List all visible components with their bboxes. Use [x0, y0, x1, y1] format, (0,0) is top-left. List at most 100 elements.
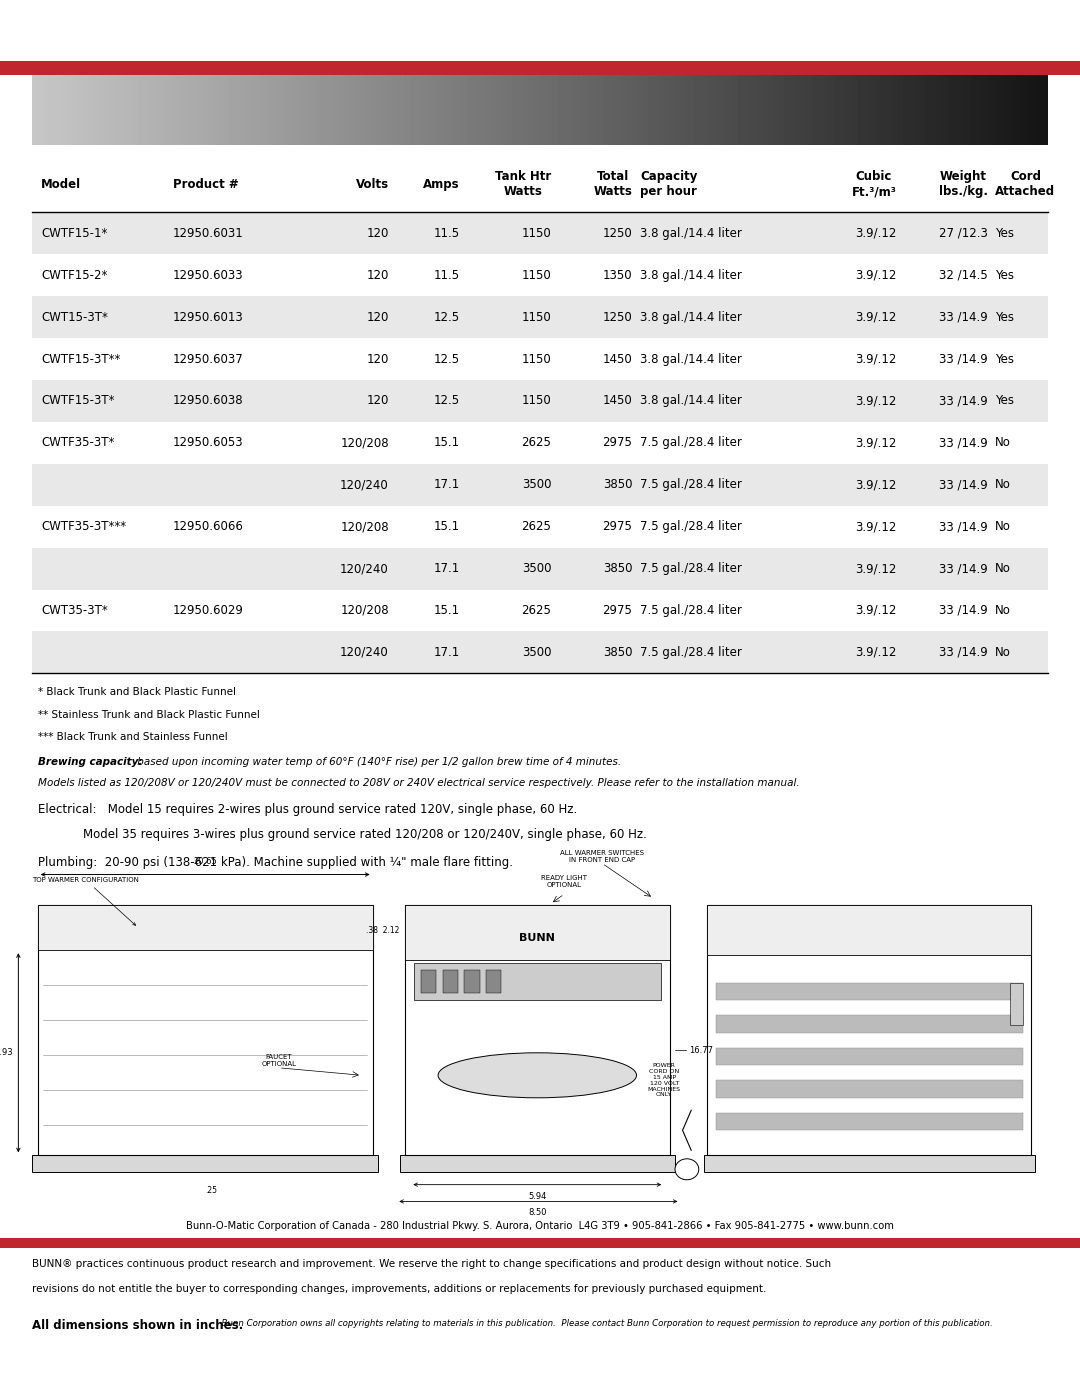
Text: 120/240: 120/240: [340, 645, 389, 659]
Text: 120: 120: [366, 268, 389, 282]
Text: 33 /14.9: 33 /14.9: [939, 645, 988, 659]
Text: Electrical:   Model 15 requires 2-wires plus ground service rated 120V, single p: Electrical: Model 15 requires 2-wires pl…: [38, 803, 577, 816]
Bar: [32, 464, 1048, 506]
Bar: [38, 905, 373, 1155]
Text: Weight
lbs./kg.: Weight lbs./kg.: [939, 170, 988, 198]
Text: CWTF35-3T***: CWTF35-3T***: [41, 520, 126, 534]
Text: Bunn Corporation owns all copyrights relating to materials in this publication. : Bunn Corporation owns all copyrights rel…: [216, 1319, 993, 1327]
Text: 12.5: 12.5: [434, 394, 460, 408]
Text: 120: 120: [366, 226, 389, 240]
Text: ♥: ♥: [1017, 103, 1032, 120]
Text: 2975: 2975: [603, 604, 633, 617]
Text: 120: 120: [366, 394, 389, 408]
Text: Brewing capacity:: Brewing capacity:: [38, 757, 143, 767]
Text: All dimensions shown in inches.: All dimensions shown in inches.: [32, 1319, 244, 1331]
Text: 1150: 1150: [522, 394, 551, 408]
Text: 3850: 3850: [603, 562, 633, 576]
Text: 3.8 gal./14.4 liter: 3.8 gal./14.4 liter: [640, 310, 742, 324]
Text: 3.9/.12: 3.9/.12: [855, 352, 896, 366]
Text: 17.1: 17.1: [433, 645, 460, 659]
Text: 1250: 1250: [603, 310, 633, 324]
Text: Dimensions & Specifications: Dimensions & Specifications: [45, 99, 468, 124]
Text: 12950.6066: 12950.6066: [173, 520, 244, 534]
Text: Tank Htr
Watts: Tank Htr Watts: [495, 170, 551, 198]
Text: 120/208: 120/208: [340, 436, 389, 450]
Text: BUNN: BUNN: [519, 933, 555, 943]
Text: Yes: Yes: [996, 310, 1014, 324]
Text: Yes: Yes: [996, 268, 1014, 282]
Text: Yes: Yes: [996, 226, 1014, 240]
Text: ON
OFF: ON OFF: [1012, 999, 1021, 1010]
Text: 7.5 gal./28.4 liter: 7.5 gal./28.4 liter: [640, 562, 742, 576]
Text: 3.9/.12: 3.9/.12: [855, 520, 896, 534]
Text: 3.8 gal./14.4 liter: 3.8 gal./14.4 liter: [640, 352, 742, 366]
Text: ** Stainless Trunk and Black Plastic Funnel: ** Stainless Trunk and Black Plastic Fun…: [38, 710, 259, 719]
Text: 3500: 3500: [522, 478, 551, 492]
Text: 3.9/.12: 3.9/.12: [855, 645, 896, 659]
Text: 3.9/.12: 3.9/.12: [855, 478, 896, 492]
Text: 3500: 3500: [522, 562, 551, 576]
Text: .25: .25: [205, 1186, 217, 1194]
Text: 12950.6037: 12950.6037: [173, 352, 244, 366]
Text: No: No: [996, 478, 1011, 492]
Text: 11.5: 11.5: [434, 226, 460, 240]
Text: 3850: 3850: [603, 478, 633, 492]
Text: 120/208: 120/208: [340, 520, 389, 534]
Bar: [707, 905, 1031, 956]
Text: No: No: [996, 645, 1011, 659]
Text: 120/208: 120/208: [340, 604, 389, 617]
Text: CWTF15-3T*: CWTF15-3T*: [41, 394, 114, 408]
Text: revisions do not entitle the buyer to corresponding changes, improvements, addit: revisions do not entitle the buyer to co…: [32, 1284, 767, 1294]
Text: 16.77: 16.77: [689, 1046, 713, 1055]
Text: 12.5: 12.5: [434, 310, 460, 324]
Text: Model 35 requires 3-wires plus ground service rated 120/208 or 120/240V, single : Model 35 requires 3-wires plus ground se…: [38, 828, 647, 841]
Text: 32 /14.5: 32 /14.5: [939, 268, 988, 282]
Text: 15.1: 15.1: [434, 520, 460, 534]
Text: 12950.6033: 12950.6033: [173, 268, 244, 282]
Text: Models listed as 120/208V or 120/240V must be connected to 208V or 240V electric: Models listed as 120/208V or 120/240V mu…: [38, 778, 799, 788]
Bar: [716, 1113, 1023, 1130]
Text: 3.9/.12: 3.9/.12: [855, 268, 896, 282]
Text: 3.9/.12: 3.9/.12: [855, 604, 896, 617]
Text: 33 /14.9: 33 /14.9: [939, 562, 988, 576]
Text: 8.50: 8.50: [528, 1208, 546, 1217]
Text: CWTF15-2*: CWTF15-2*: [41, 268, 107, 282]
Text: 3.9/.12: 3.9/.12: [855, 226, 896, 240]
Text: 7.5 gal./28.4 liter: 7.5 gal./28.4 liter: [640, 520, 742, 534]
Text: 1250: 1250: [603, 226, 633, 240]
Text: 33 /14.9: 33 /14.9: [939, 352, 988, 366]
Text: 15.1: 15.1: [434, 604, 460, 617]
Text: 1450: 1450: [603, 394, 633, 408]
Text: CANADA: CANADA: [948, 102, 1047, 122]
Bar: [704, 1155, 1035, 1172]
Text: 33 /14.9: 33 /14.9: [939, 394, 988, 408]
Bar: [486, 971, 501, 993]
Text: 33 /14.9: 33 /14.9: [939, 436, 988, 450]
Text: 12950.6013: 12950.6013: [173, 310, 244, 324]
Bar: [1010, 983, 1023, 1025]
Text: ALL WARMER SWITCHES
IN FRONT END CAP: ALL WARMER SWITCHES IN FRONT END CAP: [561, 851, 644, 863]
Text: 2975: 2975: [603, 520, 633, 534]
Text: Amps: Amps: [423, 177, 460, 191]
Text: * Black Trunk and Black Plastic Funnel: * Black Trunk and Black Plastic Funnel: [38, 687, 235, 697]
Text: based upon incoming water temp of 60°F (140°F rise) per 1/2 gallon brew time of : based upon incoming water temp of 60°F (…: [134, 757, 621, 767]
Text: 17.1: 17.1: [433, 478, 460, 492]
Text: CWT35-3T*: CWT35-3T*: [41, 604, 108, 617]
Bar: [707, 905, 1031, 1155]
Text: Total
Watts: Total Watts: [594, 170, 633, 198]
Text: 1150: 1150: [522, 268, 551, 282]
Text: CWTF15-1*: CWTF15-1*: [41, 226, 107, 240]
Text: 2625: 2625: [522, 520, 551, 534]
Bar: [716, 1048, 1023, 1066]
Bar: [32, 548, 1048, 590]
Text: 120/240: 120/240: [340, 478, 389, 492]
Text: 120: 120: [366, 310, 389, 324]
Text: FAUCET
OPTIONAL: FAUCET OPTIONAL: [261, 1053, 296, 1067]
Text: 12.5: 12.5: [434, 352, 460, 366]
Text: READY LIGHT
OPTIONAL: READY LIGHT OPTIONAL: [541, 876, 588, 888]
Text: 33 /14.9: 33 /14.9: [939, 520, 988, 534]
Bar: [414, 963, 661, 1000]
Text: 3.9/.12: 3.9/.12: [855, 394, 896, 408]
Bar: [32, 296, 1048, 338]
Text: No: No: [996, 520, 1011, 534]
